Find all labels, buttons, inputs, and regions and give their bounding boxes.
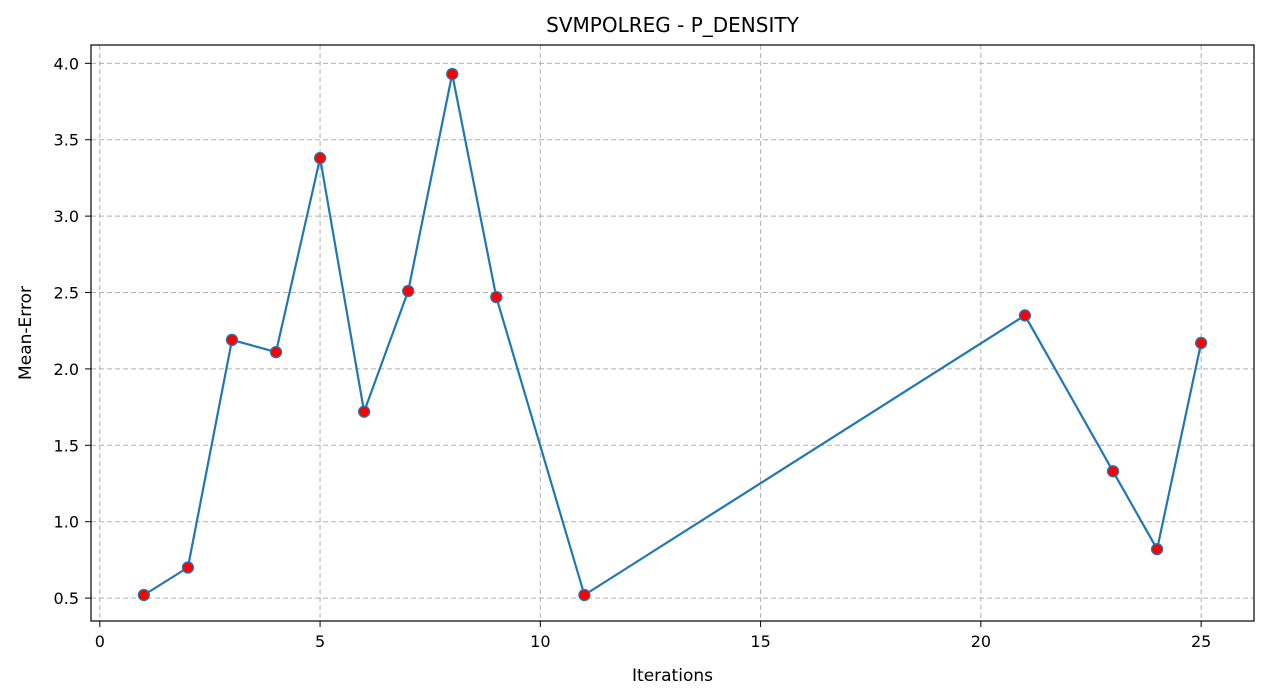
y-tick-label: 1.5 bbox=[54, 436, 79, 455]
y-tick-label: 3.0 bbox=[54, 207, 79, 226]
y-tick-label: 4.0 bbox=[54, 54, 79, 73]
data-point bbox=[1150, 543, 1164, 556]
x-axis-label: Iterations bbox=[632, 666, 713, 686]
data-point bbox=[1018, 309, 1032, 322]
x-tick-label: 10 bbox=[530, 632, 550, 651]
y-tick-label: 1.0 bbox=[54, 513, 79, 532]
y-tick-label: 0.5 bbox=[54, 589, 79, 608]
data-point bbox=[402, 284, 415, 298]
plot-frame bbox=[90, 44, 1255, 622]
axis-ticks: 0 5 10 15 20 25 0.5 1.0 1.5 2.0 2.5 3.0 3.5 4.0 bbox=[54, 54, 1212, 651]
data-point bbox=[181, 561, 195, 574]
y-tick-label: 2.5 bbox=[54, 284, 79, 303]
data-point bbox=[1194, 336, 1208, 350]
series-line bbox=[143, 72, 1203, 597]
data-point bbox=[357, 405, 371, 418]
x-tick-label: 0 bbox=[95, 632, 105, 651]
x-tick-label: 5 bbox=[315, 632, 325, 651]
data-point bbox=[446, 67, 459, 81]
x-tick-label: 20 bbox=[971, 632, 991, 651]
data-point bbox=[490, 290, 503, 304]
grid bbox=[91, 45, 1254, 621]
data-point bbox=[1106, 465, 1120, 478]
y-tick-label: 2.0 bbox=[54, 360, 79, 379]
data-point bbox=[578, 588, 591, 602]
series-layer bbox=[137, 67, 1208, 602]
data-point bbox=[313, 151, 327, 165]
data-point bbox=[225, 333, 239, 347]
y-axis-label: Mean-Error bbox=[16, 286, 36, 380]
x-tick-label: 15 bbox=[750, 632, 770, 651]
y-tick-label: 3.5 bbox=[54, 131, 79, 150]
x-tick-label: 25 bbox=[1191, 632, 1211, 651]
data-point bbox=[269, 345, 283, 359]
data-point bbox=[137, 588, 151, 602]
chart-title: SVMPOLREG - P_DENSITY bbox=[546, 13, 799, 37]
